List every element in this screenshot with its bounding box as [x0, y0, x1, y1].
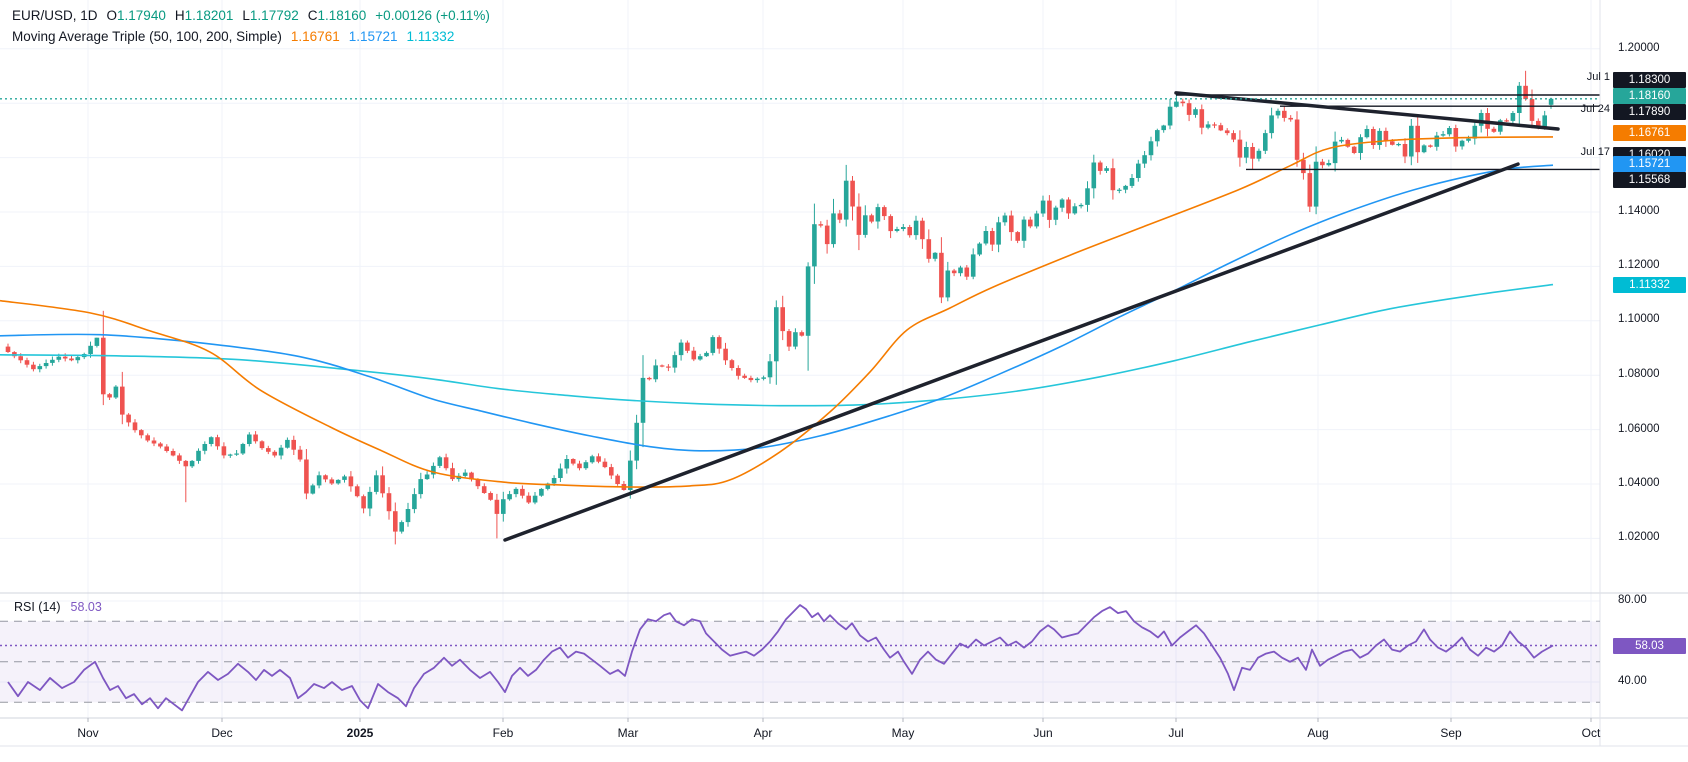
time-axis-label-dec[interactable]: Dec: [211, 726, 233, 740]
price-badge-1.15568: 1.15568: [1613, 172, 1686, 188]
high-value: 1.18201: [184, 8, 234, 23]
time-axis-label-feb[interactable]: Feb: [492, 726, 514, 740]
price-badge-1.18160: 1.18160: [1613, 88, 1686, 104]
sma100-line: [0, 164, 1554, 452]
rsi-legend: RSI (14) 58.03: [14, 600, 102, 614]
price-axis-label[interactable]: 1.04000: [1618, 477, 1660, 489]
descending-resistance-trendline: [1174, 91, 1560, 131]
symbol-title: EUR/USD, 1D: [12, 8, 98, 23]
price-axis-label[interactable]: 1.02000: [1618, 531, 1660, 543]
symbol-legend: EUR/USD, 1D O1.17940 H1.18201 L1.17792 C1.18…: [12, 8, 490, 23]
change-value: +0.00126 (+0.11%): [375, 8, 490, 23]
price-axis-label[interactable]: 1.08000: [1618, 368, 1660, 380]
rsi-axis-label[interactable]: 40.00: [1618, 675, 1647, 687]
price-axis-label[interactable]: 1.06000: [1618, 423, 1660, 435]
high-label: H: [174, 8, 185, 23]
rsi-axis-label[interactable]: 80.00: [1618, 594, 1647, 606]
rsi-value: 58.03: [70, 600, 102, 614]
price-badge-1.17890: 1.17890: [1613, 104, 1686, 120]
event-label-jul-1: Jul 1: [1586, 71, 1610, 83]
price-axis-label[interactable]: 1.10000: [1618, 313, 1660, 325]
price-badge-1.16761: 1.16761: [1613, 125, 1686, 141]
open-label: O: [106, 8, 118, 23]
time-axis-label-apr[interactable]: Apr: [753, 726, 773, 740]
time-axis-label-aug[interactable]: Aug: [1307, 726, 1329, 740]
rsi-indicator-label: RSI (14): [14, 600, 61, 614]
time-axis-label-nov[interactable]: Nov: [77, 726, 99, 740]
price-badge-1.15721: 1.15721: [1613, 156, 1686, 172]
close-label: C: [307, 8, 318, 23]
ascending-support-trendline: [503, 162, 1520, 542]
ma-indicator-label: Moving Average Triple (50, 100, 200, Sim…: [12, 29, 282, 44]
ma100-value: 1.15721: [348, 29, 398, 44]
ma-legend: Moving Average Triple (50, 100, 200, Sim…: [12, 29, 454, 44]
time-axis-label-2025[interactable]: 2025: [346, 726, 374, 740]
open-value: 1.17940: [117, 8, 166, 23]
time-axis-label-jul[interactable]: Jul: [1168, 726, 1184, 740]
rsi-curve: [7, 604, 1554, 712]
time-axis-label-oct[interactable]: Oct: [1581, 726, 1601, 740]
ma50-value: 1.16761: [290, 29, 340, 44]
price-axis-label[interactable]: 1.12000: [1618, 259, 1660, 271]
time-axis-label-sep[interactable]: Sep: [1440, 726, 1462, 740]
event-label-jul-17: Jul 17: [1580, 146, 1610, 158]
price-axis-label[interactable]: 1.14000: [1618, 205, 1660, 217]
event-label-jul-24: Jul 24: [1580, 103, 1610, 115]
low-label: L: [242, 8, 250, 23]
sma50-line: [0, 136, 1554, 488]
price-badge-1.11332: 1.11332: [1613, 277, 1686, 293]
price-badge-1.18300: 1.18300: [1613, 72, 1686, 88]
low-value: 1.17792: [249, 8, 299, 23]
price-axis-label[interactable]: 1.20000: [1618, 42, 1660, 54]
time-axis-label-jun[interactable]: Jun: [1033, 726, 1053, 740]
ma200-value: 1.11332: [406, 29, 455, 44]
sma200-line: [0, 283, 1554, 407]
rsi-badge: 58.03: [1613, 638, 1686, 654]
close-value: 1.18160: [317, 8, 367, 23]
time-axis-label-may[interactable]: May: [891, 726, 915, 740]
time-axis-label-mar[interactable]: Mar: [617, 726, 639, 740]
